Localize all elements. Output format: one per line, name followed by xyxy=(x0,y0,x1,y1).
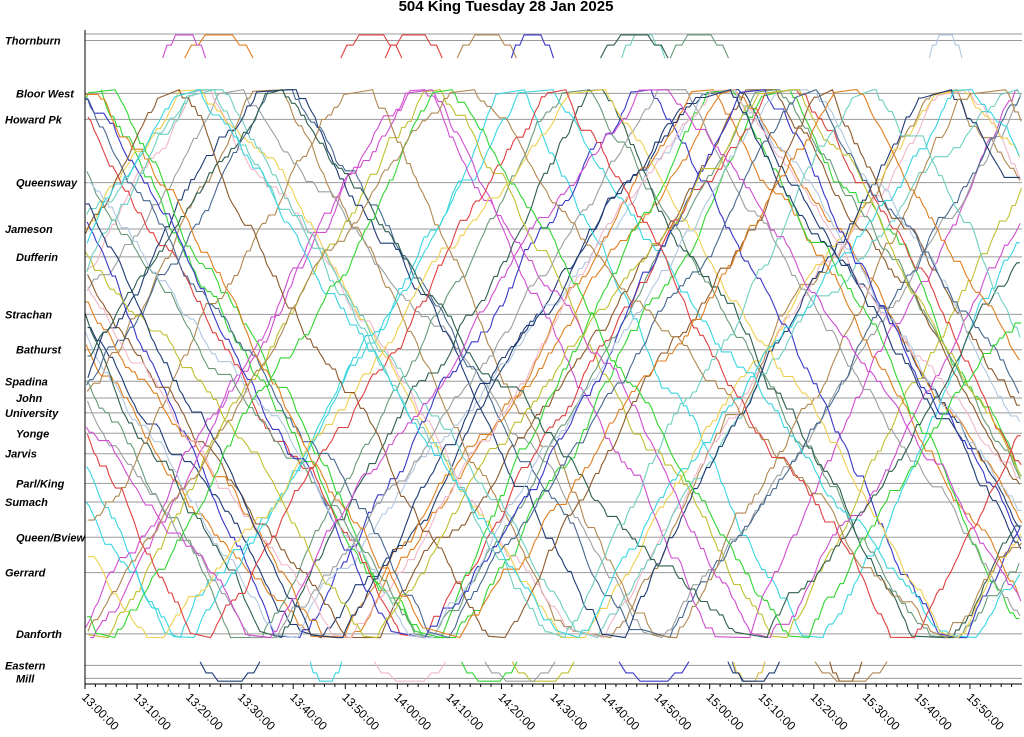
stop-labels: Thornburn Bloor West Howard Pk Queensway Jam… xyxy=(5,36,87,686)
vehicle-trip-line xyxy=(87,89,1021,639)
terminal-loop-line xyxy=(484,661,556,682)
vehicle-trip-line xyxy=(85,89,1020,639)
terminal-loop-line xyxy=(340,34,403,59)
x-tick-label: 14:50:00 xyxy=(651,690,694,733)
terminal-loop-line xyxy=(510,34,555,59)
vehicle-trip-line xyxy=(85,89,1021,639)
vehicle-trip-line xyxy=(86,89,1020,639)
vehicle-trip-line xyxy=(84,89,1019,639)
stop-label: Dufferin xyxy=(16,252,58,264)
x-tick-label: 14:30:00 xyxy=(547,690,590,733)
stop-label: Mill xyxy=(16,673,35,685)
vehicle-trip-line xyxy=(86,89,1021,639)
stop-label: Jameson xyxy=(5,224,53,236)
stop-label: Gerrard xyxy=(5,568,46,580)
chart-title: 504 King Tuesday 28 Jan 2025 xyxy=(399,0,614,15)
x-tick-label: 13:10:00 xyxy=(131,690,174,733)
vehicle-trip-line xyxy=(87,89,1020,639)
vehicle-trip-line xyxy=(84,89,1022,639)
terminal-loop-line xyxy=(669,34,730,59)
vehicle-trips xyxy=(84,34,1023,682)
terminal-loop-line xyxy=(621,34,666,59)
vehicle-trip-line xyxy=(87,89,1023,639)
terminal-loop-line xyxy=(373,661,447,682)
terminal-loop-line xyxy=(384,34,443,59)
terminal-loop-line xyxy=(162,34,207,59)
vehicle-trip-line xyxy=(87,89,1022,639)
vehicle-trip-line xyxy=(86,89,1020,639)
x-tick-label: 13:30:00 xyxy=(235,690,278,733)
vehicle-trip-line xyxy=(85,89,1022,639)
x-tick-label: 13:20:00 xyxy=(183,690,226,733)
terminal-loop-line xyxy=(600,34,669,59)
terminal-loop-line xyxy=(199,661,261,682)
stop-label: Spadina xyxy=(5,376,48,388)
stop-label: John xyxy=(16,393,43,405)
stop-label: Yonge xyxy=(16,428,49,440)
x-tick-label: 14:10:00 xyxy=(443,690,486,733)
stop-label: Bloor West xyxy=(16,88,75,100)
vehicle-trip-line xyxy=(85,89,1022,639)
terminal-loop-line xyxy=(461,661,518,682)
stop-label: Eastern xyxy=(5,660,46,672)
vehicle-trip-line xyxy=(87,89,1022,639)
vehicle-trip-line xyxy=(85,89,1021,639)
stop-label: Howard Pk xyxy=(5,114,63,126)
stop-label: Queen/Bview xyxy=(16,532,87,544)
vehicle-trip-line xyxy=(85,89,1020,639)
vehicle-trip-line xyxy=(86,89,1020,639)
stop-label: Jarvis xyxy=(5,449,37,461)
stop-grid xyxy=(85,33,1022,679)
stop-label: Parl/King xyxy=(16,478,65,490)
x-tick-label: 13:40:00 xyxy=(287,690,330,733)
x-tick-label: 15:10:00 xyxy=(756,690,799,733)
vehicle-trip-line xyxy=(85,89,1020,639)
vehicle-trip-line xyxy=(86,89,1021,639)
vehicle-trip-line xyxy=(86,89,1021,639)
stop-label: Bathurst xyxy=(16,345,63,357)
stop-label: Danforth xyxy=(16,629,62,641)
x-tick-label: 14:40:00 xyxy=(599,690,642,733)
x-tick-label: 15:30:00 xyxy=(860,690,903,733)
x-tick-label: 15:00:00 xyxy=(704,690,747,733)
stop-label: University xyxy=(5,408,59,420)
terminal-loop-line xyxy=(309,661,343,682)
terminal-loop-line xyxy=(814,661,888,682)
vehicle-trip-line xyxy=(86,89,1020,639)
vehicle-trip-line xyxy=(86,89,1021,639)
terminal-loop-line xyxy=(184,34,254,59)
x-tick-label: 15:20:00 xyxy=(808,690,851,733)
x-tick-label: 14:00:00 xyxy=(391,690,434,733)
vehicle-trip-line xyxy=(85,88,1020,639)
x-tick-label: 13:50:00 xyxy=(339,690,382,733)
vehicle-trip-line xyxy=(85,89,1022,639)
x-tick-label: 15:50:00 xyxy=(964,690,1007,733)
stop-label: Strachan xyxy=(5,309,52,321)
terminal-loop-line xyxy=(618,661,690,682)
terminal-loop-line xyxy=(928,34,963,59)
terminal-loop-line xyxy=(511,661,575,682)
vehicle-trip-line xyxy=(86,89,1021,639)
vehicle-trip-line xyxy=(87,89,1022,639)
stop-label: Queensway xyxy=(16,178,78,190)
stop-label: Thornburn xyxy=(5,36,61,48)
x-tick-label: 15:40:00 xyxy=(912,690,955,733)
stop-label: Sumach xyxy=(5,497,48,509)
x-tick-label: 13:00:00 xyxy=(79,690,122,733)
terminal-loop-line xyxy=(456,34,517,59)
terminal-loop-line xyxy=(727,661,781,682)
vehicle-trip-line xyxy=(87,89,1020,639)
x-tick-label: 14:20:00 xyxy=(495,690,538,733)
vehicle-trip-line xyxy=(86,89,1021,639)
